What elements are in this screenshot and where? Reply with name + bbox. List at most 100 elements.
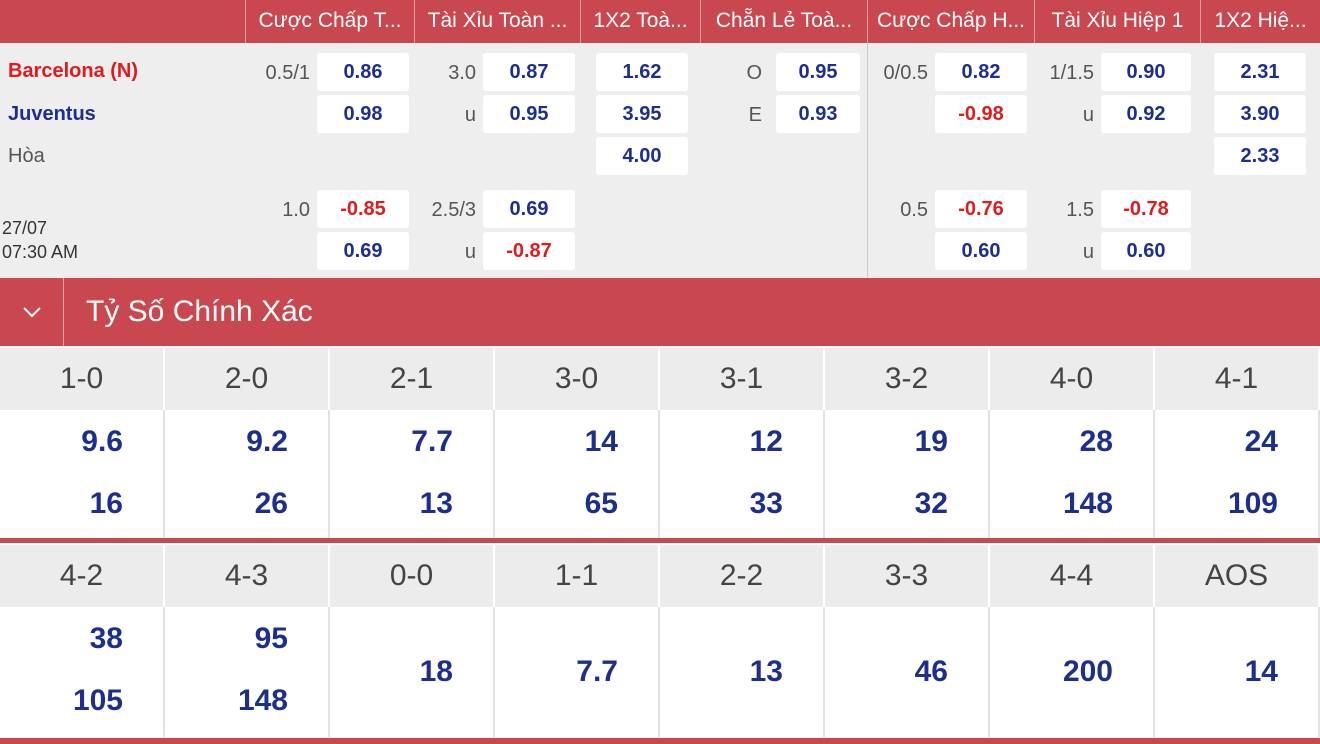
bottom-separator	[0, 738, 1320, 744]
score-odds-cell[interactable]: 200	[990, 607, 1155, 737]
h1-handicap-away-odds[interactable]: -0.98	[935, 95, 1027, 133]
market-header: Cược Chấp T... Tài Xỉu Toàn ... 1X2 Toà.…	[0, 0, 1320, 43]
handicap-home-odds[interactable]: 0.86	[317, 53, 409, 91]
home-team-name: Barcelona (N)	[8, 60, 139, 82]
score-label: 2-1	[330, 348, 495, 410]
score-odds-away[interactable]: 13	[419, 487, 453, 520]
alt-h1-under-odds[interactable]: 0.60	[1101, 232, 1191, 270]
h1-over-odds[interactable]: 0.90	[1101, 53, 1191, 91]
score-label: 3-2	[825, 348, 990, 410]
handicap-line: 0.5/1	[265, 62, 310, 84]
score-odds-away[interactable]: 65	[584, 487, 618, 520]
tab-handicap-full[interactable]: Cược Chấp T...	[245, 0, 414, 43]
score-label: 4-0	[990, 348, 1155, 410]
score-label: 3-0	[495, 348, 660, 410]
score-odds-away[interactable]: 32	[914, 487, 948, 520]
score-odds-cell[interactable]: 38 105	[0, 607, 165, 737]
score-odds-away[interactable]: 33	[749, 487, 783, 520]
score-odds-away[interactable]: 16	[89, 487, 123, 520]
score-odds-home[interactable]: 9.6	[81, 425, 123, 458]
tab-1x2-full[interactable]: 1X2 Toà...	[580, 0, 700, 43]
score-odds-away[interactable]: 105	[72, 684, 123, 717]
score-label: 4-1	[1155, 348, 1320, 410]
h1-handicap-line: 0/0.5	[883, 62, 928, 84]
over-odds[interactable]: 0.87	[483, 53, 575, 91]
score-odds-cell[interactable]: 9.6 16	[0, 410, 165, 540]
score-label: 1-1	[495, 545, 660, 607]
h1-1x2-draw-odds[interactable]: 2.33	[1214, 137, 1306, 175]
half-divider	[867, 43, 868, 278]
score-odds-cell[interactable]: 19 32	[825, 410, 990, 540]
score-label: 2-2	[660, 545, 825, 607]
score-odds-home[interactable]: 28	[1079, 425, 1113, 458]
score-odds-cell[interactable]: 14 65	[495, 410, 660, 540]
score-odds[interactable]: 13	[749, 655, 783, 688]
alt-h1-over-odds[interactable]: -0.78	[1101, 190, 1191, 228]
tab-over-under-full[interactable]: Tài Xỉu Toàn ...	[414, 0, 580, 43]
score-odds-cell[interactable]: 13	[660, 607, 825, 737]
even-odds[interactable]: 0.93	[776, 95, 860, 133]
score-label: 2-0	[165, 348, 330, 410]
score-odds-home[interactable]: 7.7	[411, 425, 453, 458]
handicap-away-odds[interactable]: 0.98	[317, 95, 409, 133]
score-label: AOS	[1155, 545, 1320, 607]
score-odds-home[interactable]: 24	[1244, 425, 1278, 458]
h1-under-label: u	[1082, 104, 1094, 126]
tab-1x2-first-half[interactable]: 1X2 Hiệ...	[1200, 0, 1320, 43]
score-odds-cell[interactable]: 18	[330, 607, 495, 737]
1x2-home-odds[interactable]: 1.62	[596, 53, 688, 91]
score-label: 4-4	[990, 545, 1155, 607]
score-odds-cell[interactable]: 7.7 13	[330, 410, 495, 540]
score-odds-away[interactable]: 26	[254, 487, 288, 520]
odd-odds[interactable]: 0.95	[776, 53, 860, 91]
score-odds-away[interactable]: 148	[237, 684, 288, 717]
score-odds-cell[interactable]: 12 33	[660, 410, 825, 540]
alt-handicap-away-odds[interactable]: 0.69	[317, 232, 409, 270]
score-odds-cell[interactable]: 7.7	[495, 607, 660, 737]
score-odds-home[interactable]: 12	[749, 425, 783, 458]
alt-under-odds[interactable]: -0.87	[483, 232, 575, 270]
chevron-down-icon	[23, 307, 41, 318]
score-odds-cell[interactable]: 14	[1155, 607, 1320, 737]
alt-handicap-home-odds[interactable]: -0.85	[317, 190, 409, 228]
score-odds[interactable]: 14	[1244, 655, 1278, 688]
alt-under-label: u	[464, 241, 476, 263]
1x2-draw-odds[interactable]: 4.00	[596, 137, 688, 175]
under-odds[interactable]: 0.95	[483, 95, 575, 133]
h1-1x2-home-odds[interactable]: 2.31	[1214, 53, 1306, 91]
score-odds-away[interactable]: 109	[1227, 487, 1278, 520]
alt-over-odds[interactable]: 0.69	[483, 190, 575, 228]
score-odds-cell[interactable]: 28 148	[990, 410, 1155, 540]
score-odds-home[interactable]: 14	[584, 425, 618, 458]
score-odds-home[interactable]: 95	[254, 622, 288, 655]
alt-h1-handicap-away-odds[interactable]: 0.60	[935, 232, 1027, 270]
score-odds-cell[interactable]: 95 148	[165, 607, 330, 737]
collapse-toggle[interactable]	[0, 278, 64, 346]
score-odds-away[interactable]: 148	[1062, 487, 1113, 520]
h1-1x2-away-odds[interactable]: 3.90	[1214, 95, 1306, 133]
even-label: E	[748, 104, 762, 126]
score-odds-home[interactable]: 38	[89, 622, 123, 655]
h1-under-odds[interactable]: 0.92	[1101, 95, 1191, 133]
1x2-away-odds[interactable]: 3.95	[596, 95, 688, 133]
draw-label: Hòa	[8, 145, 45, 167]
tab-odd-even-full[interactable]: Chẵn Lẻ Toà...	[700, 0, 867, 43]
alt-h1-under-label: u	[1082, 241, 1094, 263]
h1-over-under-line: 1/1.5	[1049, 62, 1094, 84]
under-label: u	[464, 104, 476, 126]
score-odds-home[interactable]: 9.2	[246, 425, 288, 458]
score-odds[interactable]: 46	[914, 655, 948, 688]
score-odds-cell[interactable]: 46	[825, 607, 990, 737]
score-odds-home[interactable]: 19	[914, 425, 948, 458]
alt-h1-handicap-home-odds[interactable]: -0.76	[935, 190, 1027, 228]
score-odds-cell[interactable]: 9.2 26	[165, 410, 330, 540]
score-odds[interactable]: 18	[419, 655, 453, 688]
correct-score-section-header[interactable]: Tỷ Số Chính Xác	[0, 278, 1320, 346]
tab-over-under-first-half[interactable]: Tài Xỉu Hiệp 1	[1034, 0, 1200, 43]
score-odds[interactable]: 200	[1062, 655, 1113, 688]
score-odds-cell[interactable]: 24 109	[1155, 410, 1320, 540]
tab-handicap-first-half[interactable]: Cược Chấp H...	[867, 0, 1034, 43]
score-odds[interactable]: 7.7	[576, 655, 618, 688]
h1-handicap-home-odds[interactable]: 0.82	[935, 53, 1027, 91]
